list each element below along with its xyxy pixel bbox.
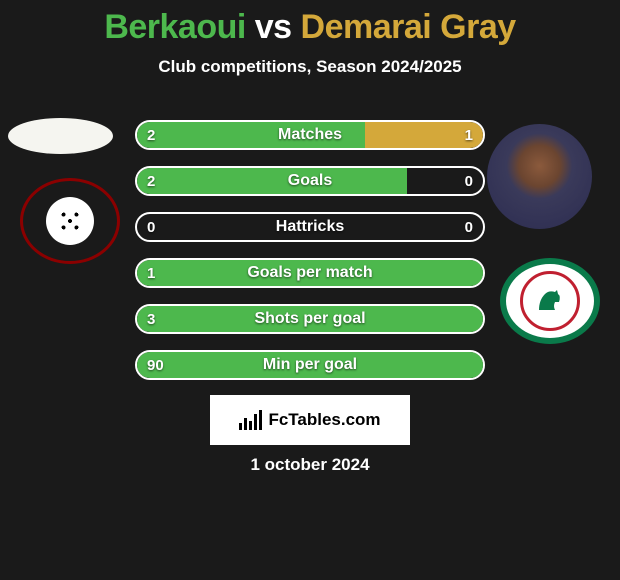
brand-badge: FcTables.com xyxy=(210,395,410,445)
subtitle: Club competitions, Season 2024/2025 xyxy=(0,57,620,77)
stat-row: 2 1 Matches xyxy=(135,120,485,150)
stat-label: Shots per goal xyxy=(254,310,365,328)
club-left-badge xyxy=(20,178,120,264)
stat-label: Goals per match xyxy=(247,264,372,282)
horse-icon xyxy=(520,271,580,331)
stat-value-left: 0 xyxy=(147,219,155,236)
stat-row: 2 0 Goals xyxy=(135,166,485,196)
stat-row: 3 Shots per goal xyxy=(135,304,485,334)
vs-separator: vs xyxy=(255,8,292,46)
bar-chart-icon xyxy=(239,410,262,430)
stat-label: Goals xyxy=(288,172,332,190)
stat-value-left: 1 xyxy=(147,265,155,282)
stat-value-right: 0 xyxy=(465,173,473,190)
stat-row: 90 Min per goal xyxy=(135,350,485,380)
stat-value-left: 2 xyxy=(147,173,155,190)
stats-table: 2 1 Matches 2 0 Goals 0 0 Hattricks 1 Goals per ma… xyxy=(135,120,485,396)
stat-row: 1 Goals per match xyxy=(135,258,485,288)
player-left-avatar xyxy=(8,118,113,154)
stat-value-right: 0 xyxy=(465,219,473,236)
horse-svg xyxy=(533,284,567,318)
stat-label: Min per goal xyxy=(263,356,357,374)
player-left-name: Berkaoui xyxy=(104,8,246,46)
stat-value-left: 2 xyxy=(147,127,155,144)
date-text: 1 october 2024 xyxy=(250,455,369,475)
stat-value-right: 1 xyxy=(465,127,473,144)
comparison-infographic: Berkaoui vs Demarai Gray Club competitio… xyxy=(0,0,620,580)
player-right-name: Demarai Gray xyxy=(301,8,516,46)
stat-label: Matches xyxy=(278,126,342,144)
stat-value-left: 90 xyxy=(147,357,164,374)
club-right-badge xyxy=(500,258,600,344)
stat-fill-left xyxy=(137,168,407,194)
player-right-avatar xyxy=(487,124,592,229)
soccer-ball-icon xyxy=(46,197,94,245)
stat-row: 0 0 Hattricks xyxy=(135,212,485,242)
brand-text: FcTables.com xyxy=(268,410,380,430)
page-title: Berkaoui vs Demarai Gray xyxy=(0,0,620,47)
stat-value-left: 3 xyxy=(147,311,155,328)
stat-label: Hattricks xyxy=(276,218,344,236)
